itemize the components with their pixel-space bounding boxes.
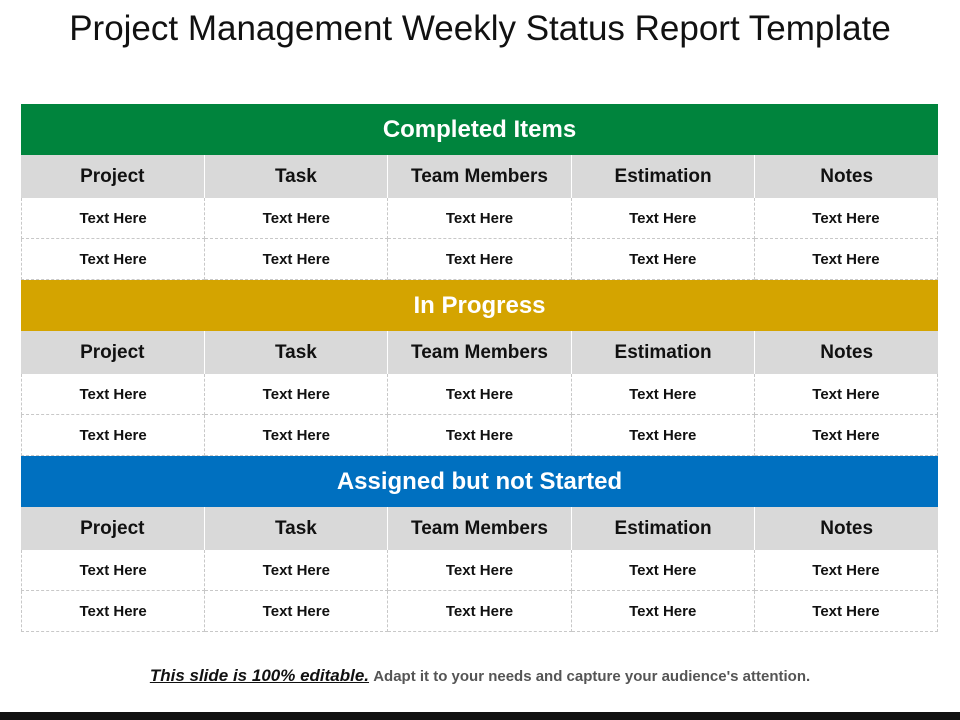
page-title: Project Management Weekly Status Report … bbox=[69, 9, 891, 48]
table-row: Text Here Text Here Text Here Text Here … bbox=[21, 239, 939, 280]
table-cell: Text Here bbox=[571, 239, 755, 280]
table-cell: Text Here bbox=[205, 239, 389, 280]
table-cell: Text Here bbox=[388, 198, 572, 239]
table-cell: Text Here bbox=[205, 550, 389, 591]
table-cell: Text Here bbox=[21, 591, 206, 632]
table-row: Text Here Text Here Text Here Text Here … bbox=[21, 550, 939, 591]
table-cell: Text Here bbox=[21, 198, 206, 239]
footer-emphasis: This slide is 100% editable. bbox=[149, 666, 370, 685]
column-header-notes: Notes bbox=[820, 341, 874, 363]
table-row: Text Here Text Here Text Here Text Here … bbox=[21, 374, 939, 415]
section-assigned-not-started: Assigned but not Started Project Task Te… bbox=[21, 456, 939, 632]
table-cell: Text Here bbox=[571, 550, 755, 591]
column-header-notes: Notes bbox=[820, 165, 874, 187]
status-report-table: Completed Items Project Task Team Member… bbox=[21, 104, 939, 632]
table-cell: Text Here bbox=[754, 374, 939, 415]
column-header-project: Project bbox=[21, 155, 205, 198]
table-cell: Text Here bbox=[754, 591, 939, 632]
column-header-team-members: Team Members bbox=[388, 507, 572, 550]
table-cell: Text Here bbox=[571, 591, 755, 632]
table-cell: Text Here bbox=[571, 374, 755, 415]
column-header-team-members: Team Members bbox=[388, 155, 572, 198]
column-header-estimation: Estimation bbox=[572, 155, 756, 198]
table-cell: Text Here bbox=[571, 198, 755, 239]
column-header-notes: Notes bbox=[820, 517, 874, 539]
column-header-task: Task bbox=[205, 331, 389, 374]
table-cell: Text Here bbox=[21, 239, 206, 280]
column-header-project: Project bbox=[21, 331, 205, 374]
table-row: Text Here Text Here Text Here Text Here … bbox=[21, 198, 939, 239]
table-cell: Text Here bbox=[205, 374, 389, 415]
table-cell: Text Here bbox=[388, 550, 572, 591]
column-header-estimation: Estimation bbox=[572, 331, 756, 374]
table-cell: Text Here bbox=[754, 239, 939, 280]
table-cell: Text Here bbox=[388, 591, 572, 632]
table-cell: Text Here bbox=[754, 550, 939, 591]
table-cell: Text Here bbox=[205, 415, 389, 456]
column-header-task: Task bbox=[205, 507, 389, 550]
bottom-bar bbox=[0, 712, 960, 720]
section-header: In Progress bbox=[21, 280, 938, 331]
table-cell: Text Here bbox=[21, 415, 206, 456]
section-completed-items: Completed Items Project Task Team Member… bbox=[21, 104, 939, 280]
table-cell: Text Here bbox=[754, 415, 939, 456]
table-cell: Text Here bbox=[571, 415, 755, 456]
column-header-project: Project bbox=[21, 507, 205, 550]
section-header: Assigned but not Started bbox=[21, 456, 938, 507]
column-header-task: Task bbox=[205, 155, 389, 198]
column-header-row: Project Task Team Members Estimation Not… bbox=[21, 331, 938, 374]
table-cell: Text Here bbox=[388, 239, 572, 280]
table-row: Text Here Text Here Text Here Text Here … bbox=[21, 591, 939, 632]
table-cell: Text Here bbox=[754, 198, 939, 239]
column-header-row: Project Task Team Members Estimation Not… bbox=[21, 507, 938, 550]
column-header-team-members: Team Members bbox=[388, 331, 572, 374]
table-cell: Text Here bbox=[205, 591, 389, 632]
section-in-progress: In Progress Project Task Team Members Es… bbox=[21, 280, 939, 456]
table-cell: Text Here bbox=[388, 415, 572, 456]
table-cell: Text Here bbox=[205, 198, 389, 239]
table-cell: Text Here bbox=[21, 374, 206, 415]
table-cell: Text Here bbox=[388, 374, 572, 415]
table-row: Text Here Text Here Text Here Text Here … bbox=[21, 415, 939, 456]
column-header-estimation: Estimation bbox=[572, 507, 756, 550]
column-header-row: Project Task Team Members Estimation Not… bbox=[21, 155, 938, 198]
table-cell: Text Here bbox=[21, 550, 206, 591]
footer-note: This slide is 100% editable. Adapt it to… bbox=[0, 664, 960, 689]
footer-text: Adapt it to your needs and capture your … bbox=[373, 668, 811, 685]
section-header: Completed Items bbox=[21, 104, 938, 155]
